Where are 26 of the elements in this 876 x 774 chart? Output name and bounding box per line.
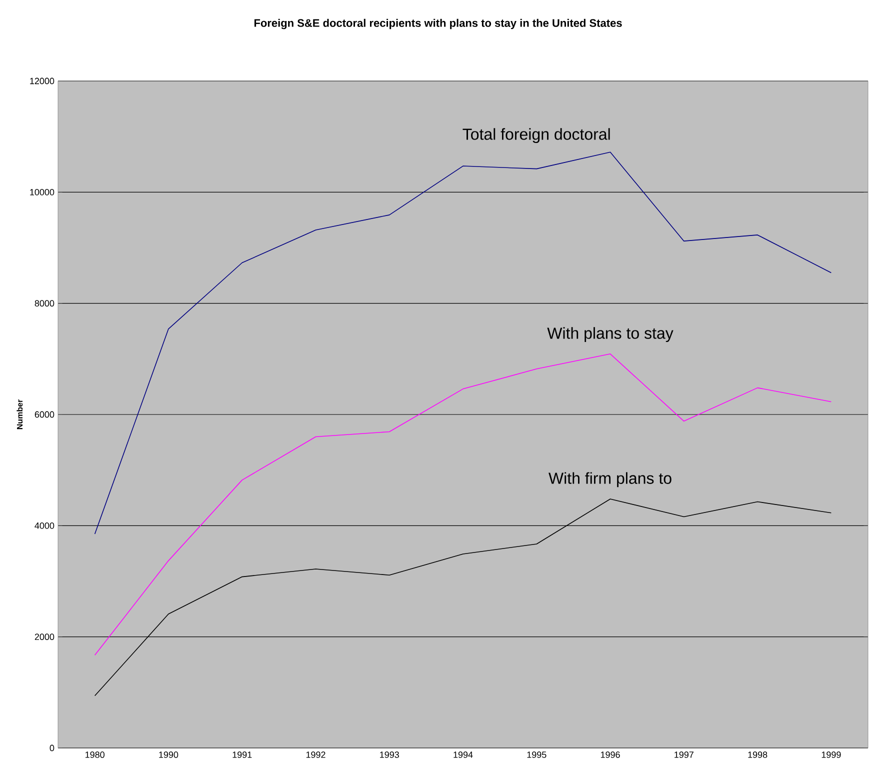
- series-label: With firm plans to: [548, 472, 672, 488]
- x-tick-label: 1991: [232, 752, 252, 758]
- x-tick-label: 1996: [600, 752, 620, 758]
- x-tick-label: 1980: [86, 752, 104, 758]
- x-tick-label: 1995: [527, 752, 546, 758]
- x-tick-label: 1997: [674, 752, 694, 758]
- y-tick-label: 2000: [34, 634, 54, 640]
- chart-title: Foreign S&E doctoral recipients with plans to stay in the United States: [254, 18, 622, 30]
- y-tick-label: 8000: [34, 300, 54, 307]
- x-tick-label: 1993: [380, 752, 399, 758]
- y-axis-title: Number: [16, 399, 23, 430]
- x-tick-label: 1998: [748, 752, 768, 758]
- line-series: [94, 498, 832, 696]
- y-tick-label: 6000: [34, 411, 54, 418]
- series-label: With plans to stay: [547, 327, 674, 342]
- y-tick-label: 10000: [30, 188, 54, 196]
- line-series: [94, 152, 832, 534]
- line-series: [94, 354, 832, 656]
- x-tick-label: 1999: [822, 752, 841, 758]
- y-tick-label: 12000: [30, 78, 54, 84]
- x-tick-label: 1992: [306, 752, 326, 758]
- y-tick-label: 4000: [34, 522, 54, 529]
- y-tick-label: 0: [50, 744, 54, 752]
- x-tick-label: 1994: [454, 752, 473, 758]
- series-label: Total foreign doctoral: [462, 128, 610, 144]
- x-tick-label: 1990: [159, 752, 178, 758]
